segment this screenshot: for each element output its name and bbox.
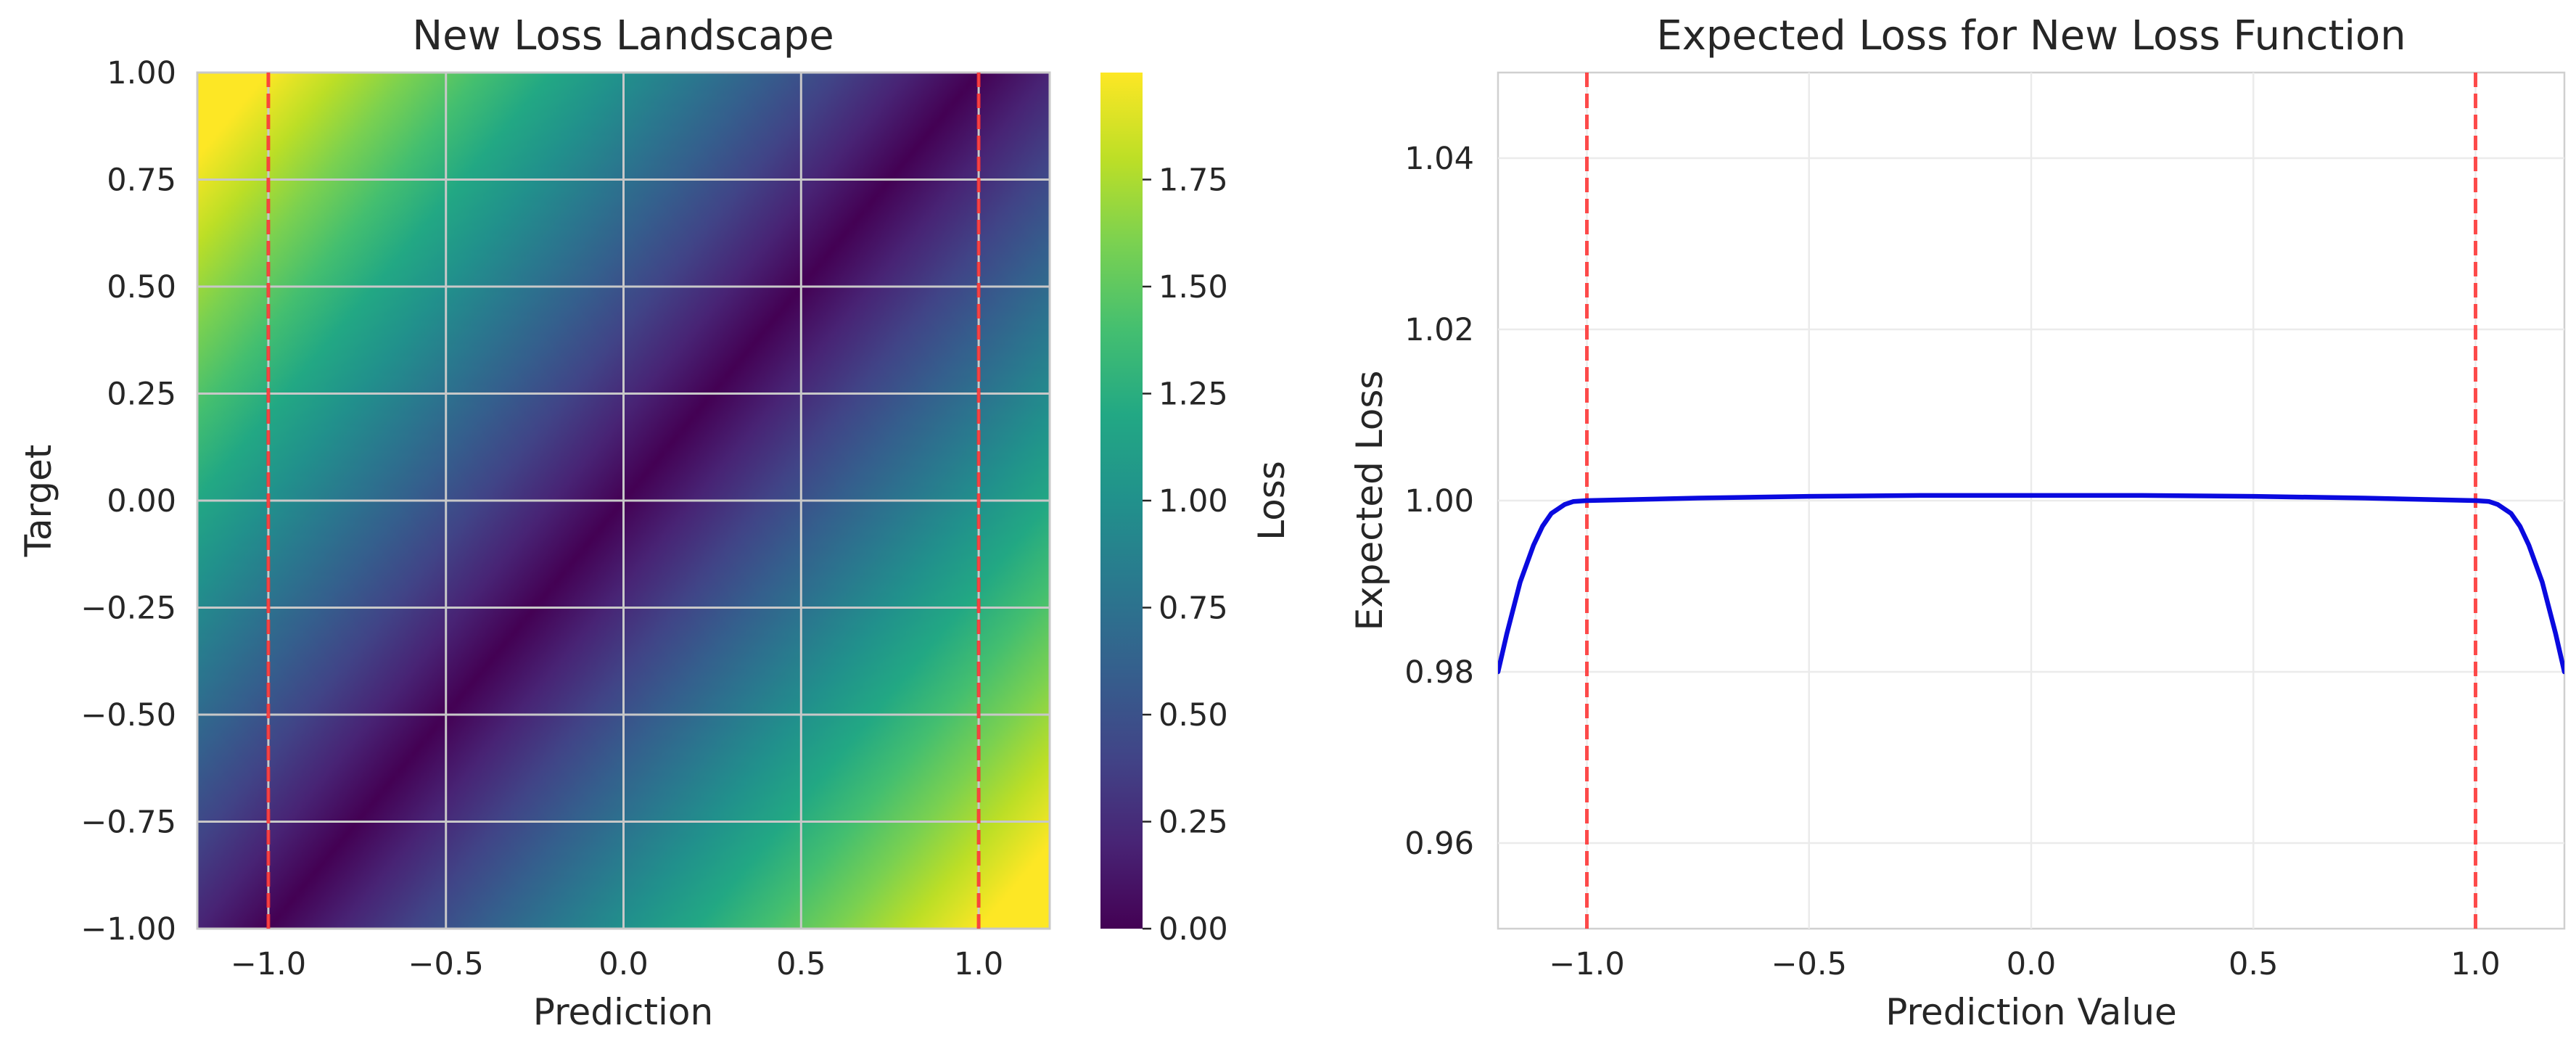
heatmap-grid [196,71,1051,930]
line-chart-y-tick-label: 1.02 [1404,312,1474,348]
line-chart-x-tick-label: −0.5 [1771,946,1847,982]
heatmap-y-tick-label: 1.00 [107,55,176,91]
heatmap-title: New Loss Landscape [412,12,834,59]
heatmap-frame [196,71,1051,930]
line-chart-x-tick-label: 0.0 [2007,946,2056,982]
line-chart-y-tick-label: 1.04 [1404,141,1474,177]
colorbar-label: Loss [1251,461,1293,541]
colorbar-ticks: 0.00 0.25 0.50 0.75 1.00 1.25 1.50 1.75 [1143,163,1228,948]
heatmap-vertical-lines [266,73,981,929]
line-chart-y-tick-label: 1.00 [1404,483,1474,519]
colorbar-tick-label: 0.00 [1159,911,1228,948]
heatmap-y-tick-label: −0.25 [81,591,176,627]
colorbar-tick-label: 0.50 [1159,697,1228,733]
line-chart-x-tick-label: 1.0 [2451,946,2500,982]
line-chart-y-tick-label: 0.96 [1404,826,1474,862]
heatmap-y-tick-label: 0.25 [107,377,176,413]
line-chart-y-axis-label: Expected Loss [1349,371,1391,631]
heatmap-y-tick-label: −1.00 [81,911,176,948]
heatmap-y-ticks: −1.00 −0.75 −0.50 −0.25 0.00 0.25 0.50 0.75 1.00 [81,55,176,948]
colorbar-tick-label: 1.75 [1159,163,1228,199]
colorbar-tick-label: 1.00 [1159,483,1228,519]
colorbar-tick-label: 1.50 [1159,269,1228,305]
line-chart-x-ticks: −1.0 −0.5 0.0 0.5 1.0 [1549,946,2500,982]
line-chart-title: Expected Loss for New Loss Function [1656,12,2406,59]
line-chart-x-tick-label: −1.0 [1549,946,1624,982]
heatmap-y-axis-label: Target [17,445,59,558]
heatmap-x-tick-label: −0.5 [408,946,483,982]
heatmap-y-tick-label: 0.00 [107,483,176,519]
line-chart-x-tick-label: 0.5 [2229,946,2278,982]
heatmap-y-tick-label: 0.50 [107,269,176,305]
heatmap-y-tick-label: 0.75 [107,163,176,199]
heatmap-x-tick-label: 0.0 [598,946,648,982]
heatmap-x-ticks: −1.0 −0.5 0.0 0.5 1.0 [231,946,1004,982]
heatmap-panel: New Loss Landscape −1.0 −0.5 0.0 0.5 1.0 −1.… [17,12,1293,1033]
colorbar-tick-label: 1.25 [1159,377,1228,413]
colorbar-tick-label: 0.75 [1159,591,1228,627]
heatmap-x-tick-label: 0.5 [776,946,826,982]
line-chart-panel: Expected Loss for New Loss Function −1.0… [1349,12,2566,1033]
heatmap-y-tick-label: −0.75 [81,805,176,841]
heatmap-x-tick-label: 1.0 [954,946,1003,982]
colorbar-gradient [1100,73,1143,929]
expected-loss-series-line [1498,493,2564,675]
heatmap-x-tick-label: −1.0 [231,946,306,982]
colorbar: 0.00 0.25 0.50 0.75 1.00 1.25 1.50 1.75 Loss [1100,73,1293,948]
line-chart-y-ticks: 0.96 0.98 1.00 1.02 1.04 [1404,141,1474,862]
line-chart-x-axis-label: Prediction Value [1885,991,2177,1033]
heatmap-plot-area [196,71,1051,930]
colorbar-tick-label: 0.25 [1159,805,1228,841]
heatmap-y-tick-label: −0.50 [81,697,176,733]
line-chart-y-tick-label: 0.98 [1404,654,1474,691]
heatmap-x-axis-label: Prediction [533,991,713,1033]
